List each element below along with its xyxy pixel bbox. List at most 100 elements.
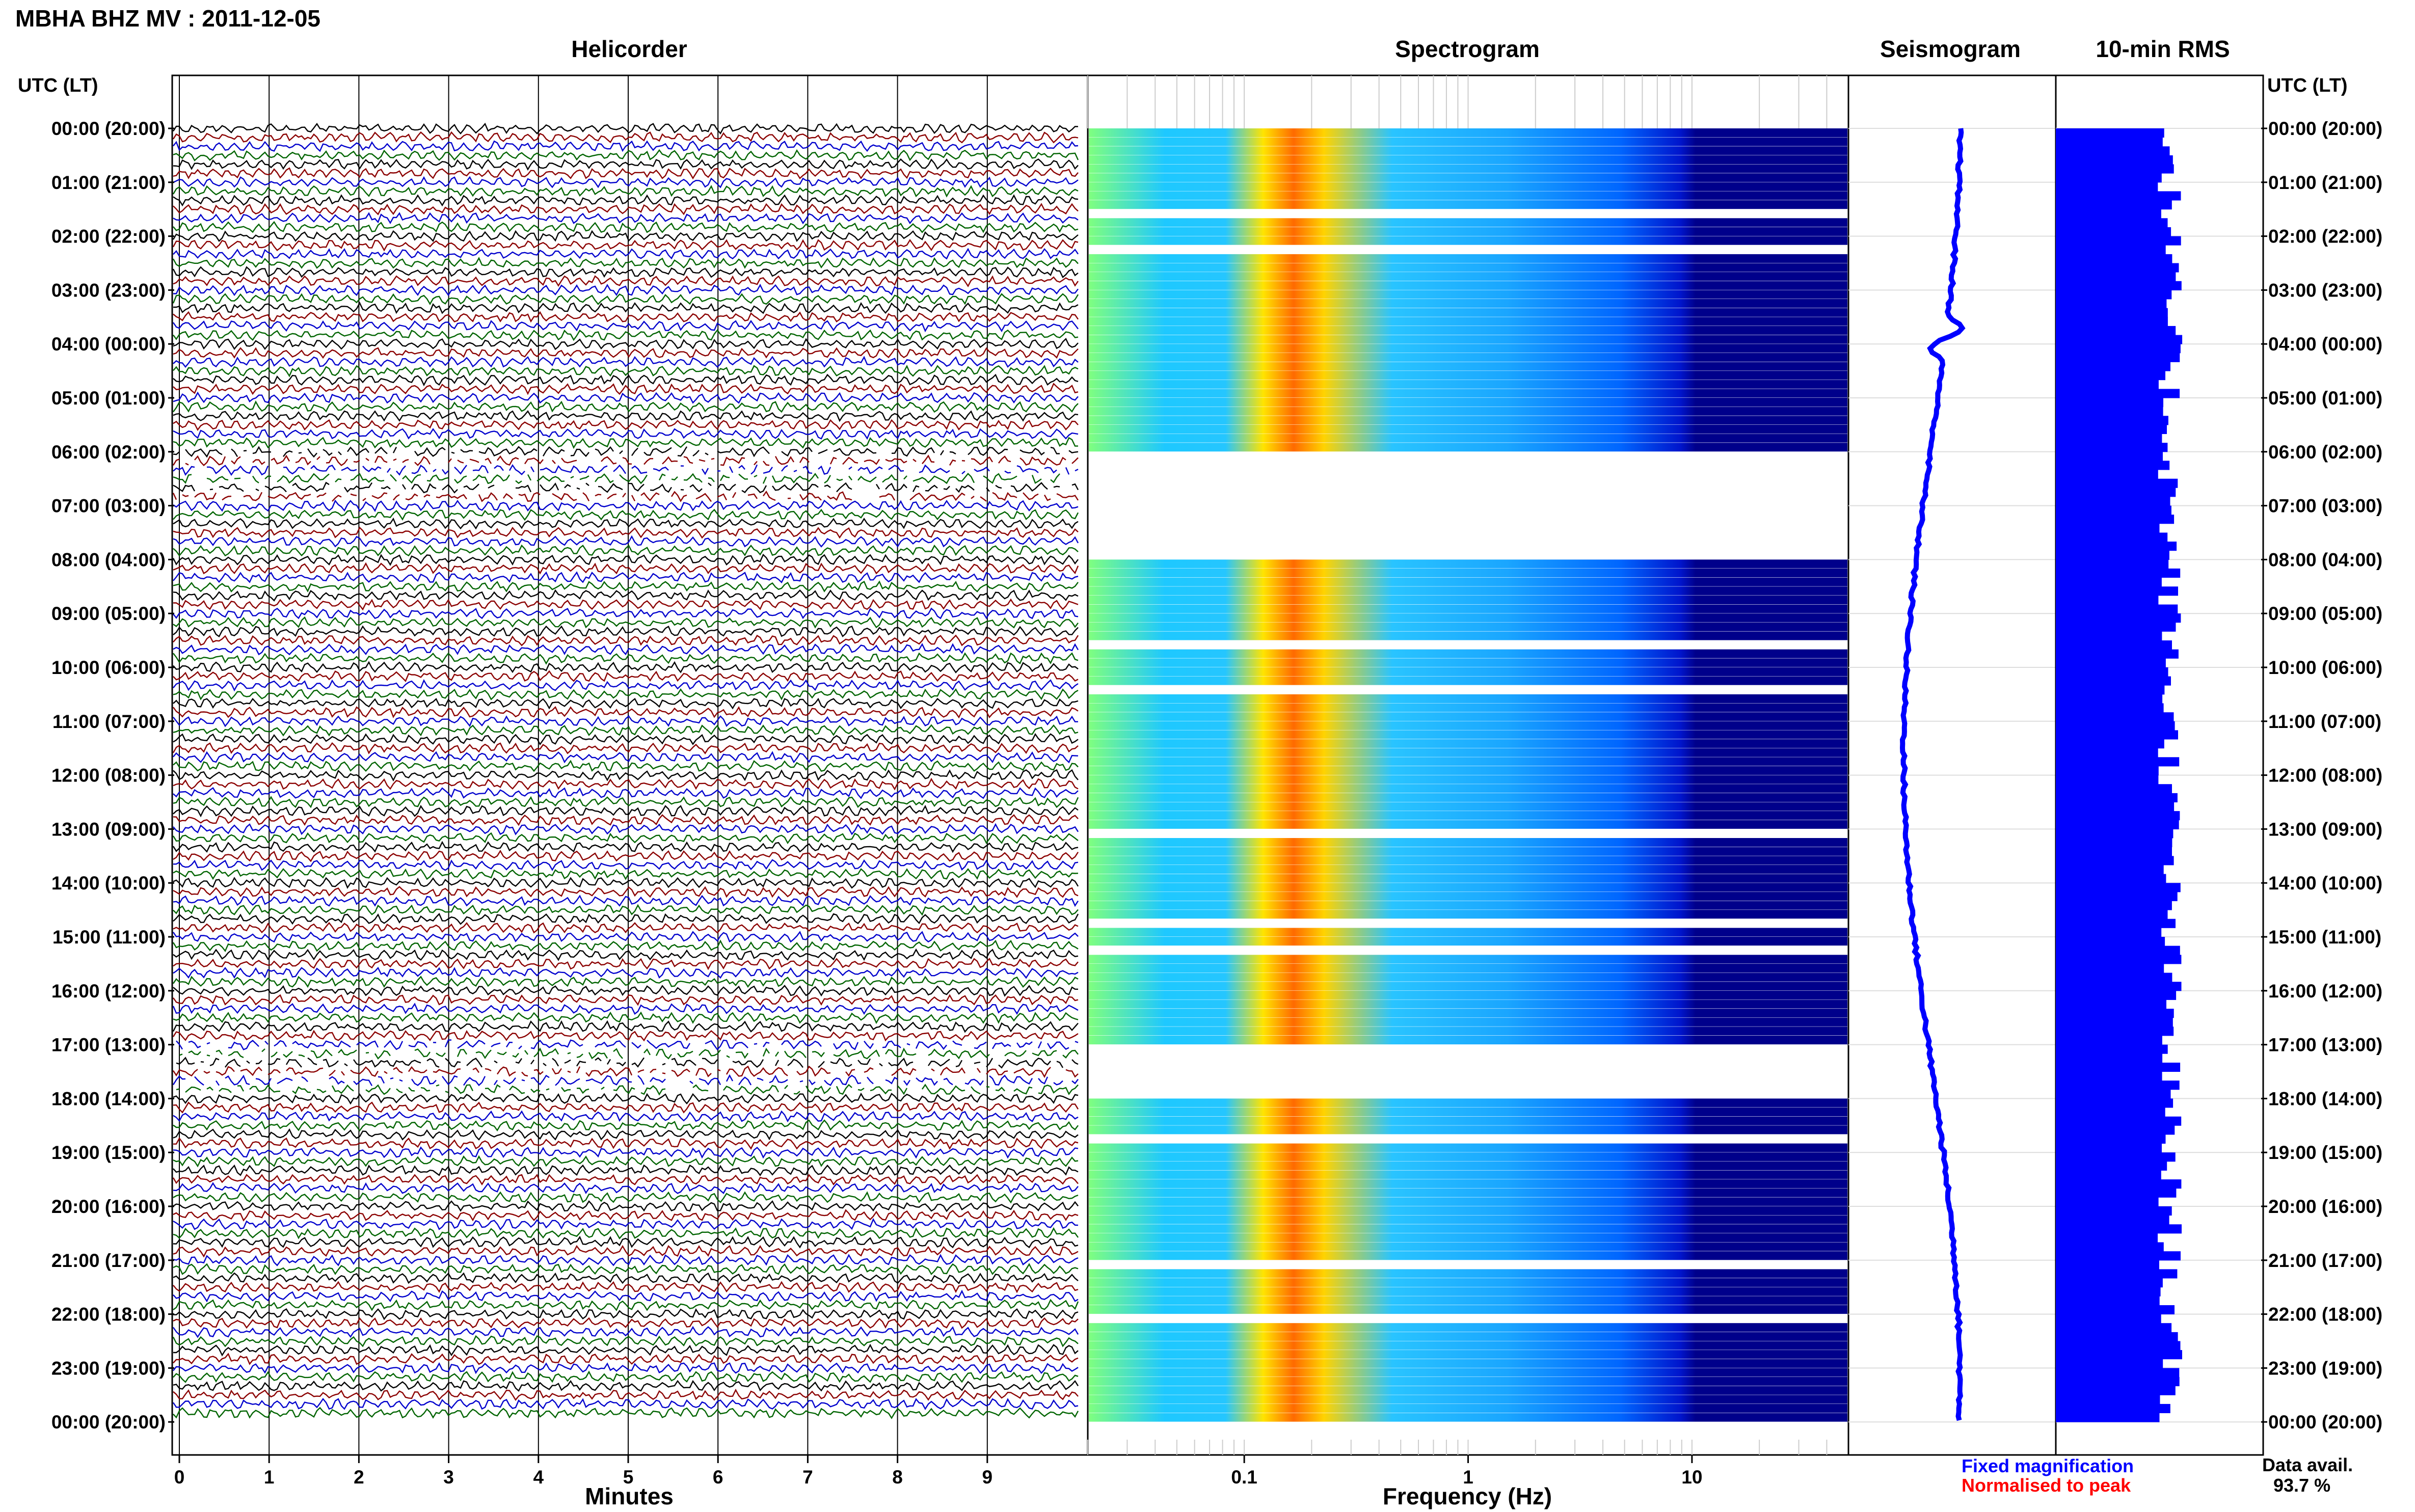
spectrogram-band bbox=[1089, 649, 1847, 658]
helicorder-trace bbox=[173, 904, 1079, 916]
helicorder-trace bbox=[173, 517, 1079, 530]
helicorder-trace bbox=[173, 400, 1079, 413]
spectrogram-band bbox=[1089, 1000, 1847, 1009]
helicorder-trace bbox=[173, 1101, 1079, 1114]
spectrogram-x-tick-label: 0.1 bbox=[1231, 1467, 1257, 1488]
rms-bar bbox=[2056, 730, 2178, 740]
rms-bar bbox=[2056, 1368, 2180, 1378]
helicorder-trace bbox=[173, 1263, 1079, 1276]
spectrogram-band bbox=[1089, 982, 1847, 991]
helicorder-trace bbox=[173, 176, 1079, 188]
rms-bar bbox=[2056, 775, 2159, 785]
rms-bar bbox=[2056, 1296, 2160, 1306]
rms-bar bbox=[2056, 892, 2178, 901]
spectrogram-band bbox=[1089, 128, 1847, 138]
rms-bar bbox=[2056, 1161, 2167, 1171]
time-tick-label: 00:00 (20:00) bbox=[51, 118, 166, 139]
rms-bar bbox=[2056, 218, 2168, 228]
data-avail-value: 93.7 % bbox=[2273, 1475, 2330, 1496]
helicorder-trace bbox=[173, 428, 1079, 440]
spectrogram-band bbox=[1089, 380, 1847, 389]
helicorder-trace bbox=[173, 364, 1079, 377]
rms-bar bbox=[2056, 847, 2172, 856]
helicorder-x-tick-label: 6 bbox=[713, 1467, 723, 1488]
spectrogram-band bbox=[1089, 613, 1847, 623]
spectrogram-band bbox=[1089, 200, 1847, 209]
seismogram-title: Seismogram bbox=[1880, 36, 2021, 62]
spectrogram-log-gridlines bbox=[1087, 75, 1849, 1455]
helicorder-x-axis-label: Minutes bbox=[585, 1483, 674, 1509]
helicorder-trace bbox=[173, 661, 1079, 673]
helicorder-trace bbox=[172, 832, 1079, 845]
spectrogram-band bbox=[1089, 892, 1847, 901]
rms-bar bbox=[2056, 380, 2159, 389]
helicorder-trace bbox=[173, 1137, 1079, 1150]
helicorder-trace bbox=[173, 1146, 1079, 1159]
spectrogram-band bbox=[1089, 299, 1847, 308]
time-tick-label: 05:00 (01:00) bbox=[2268, 388, 2382, 409]
spectrogram-band bbox=[1089, 577, 1847, 586]
spectrogram-band bbox=[1089, 595, 1847, 604]
rms-bar bbox=[2056, 631, 2162, 641]
rms-bars bbox=[2056, 128, 2183, 1422]
spectrogram-band bbox=[1089, 838, 1847, 847]
helicorder-title: Helicorder bbox=[571, 36, 687, 62]
spectrogram-band bbox=[1089, 658, 1847, 667]
helicorder-trace bbox=[173, 823, 1079, 835]
helicorder-trace bbox=[172, 131, 1079, 144]
spectrogram-band bbox=[1089, 766, 1847, 775]
rms-bar bbox=[2056, 595, 2159, 605]
seismogram-hour-gridlines bbox=[1848, 128, 2056, 1423]
spectrogram-band bbox=[1089, 1027, 1847, 1036]
helicorder-trace bbox=[173, 1272, 1079, 1285]
helicorder-trace bbox=[172, 257, 1079, 269]
helicorder-trace bbox=[172, 185, 1079, 198]
rms-bar bbox=[2056, 910, 2168, 920]
rms-bar bbox=[2056, 865, 2164, 874]
spectrogram-band bbox=[1089, 236, 1847, 245]
time-tick-label: 08:00 (04:00) bbox=[51, 549, 166, 570]
helicorder-x-tick-label: 4 bbox=[533, 1467, 544, 1488]
spectrogram-band bbox=[1089, 1269, 1847, 1278]
time-tick-label: 06:00 (02:00) bbox=[51, 442, 166, 463]
rms-bar bbox=[2056, 488, 2176, 497]
spectrogram-band bbox=[1089, 730, 1847, 739]
helicorder-trace bbox=[173, 733, 1079, 746]
spectrogram-band bbox=[1089, 1143, 1847, 1152]
spectrogram-band bbox=[1089, 703, 1847, 712]
helicorder-trace bbox=[173, 850, 1079, 862]
rms-bar bbox=[2056, 937, 2165, 947]
rms-bar bbox=[2056, 451, 2163, 461]
helicorder-trace bbox=[173, 895, 1079, 907]
helicorder-trace bbox=[173, 859, 1079, 871]
helicorder-trace bbox=[173, 158, 1079, 171]
helicorder-trace bbox=[173, 769, 1079, 782]
time-tick-label: 21:00 (17:00) bbox=[51, 1250, 166, 1271]
spectrogram-band bbox=[1089, 1036, 1847, 1045]
rms-bar bbox=[2056, 173, 2162, 183]
spectrogram-band bbox=[1089, 793, 1847, 802]
rms-bar bbox=[2056, 1403, 2170, 1413]
helicorder-trace bbox=[173, 221, 1079, 233]
helicorder-trace bbox=[173, 1128, 1079, 1141]
time-tick-label: 16:00 (12:00) bbox=[2268, 981, 2382, 1002]
rms-bar bbox=[2056, 1341, 2181, 1351]
spectrogram-band bbox=[1089, 1009, 1847, 1018]
spectrogram-band bbox=[1089, 883, 1847, 892]
helicorder-trace bbox=[173, 1092, 1079, 1105]
spectrogram-band bbox=[1089, 335, 1847, 344]
helicorder-trace bbox=[173, 922, 1079, 934]
rms-bar bbox=[2056, 1386, 2176, 1395]
helicorder-trace bbox=[173, 625, 1079, 638]
rms-bar bbox=[2056, 1350, 2182, 1360]
time-tick-label: 09:00 (05:00) bbox=[2268, 603, 2382, 624]
rms-bar bbox=[2056, 1377, 2180, 1387]
rms-bar bbox=[2056, 1044, 2168, 1054]
data-avail-label: Data avail. bbox=[2262, 1454, 2353, 1475]
helicorder-trace bbox=[172, 841, 1079, 853]
time-tick-label: 16:00 (12:00) bbox=[51, 981, 166, 1002]
rms-bar bbox=[2056, 155, 2173, 165]
rms-bar bbox=[2056, 1359, 2163, 1368]
helicorder-trace bbox=[172, 1020, 1079, 1033]
